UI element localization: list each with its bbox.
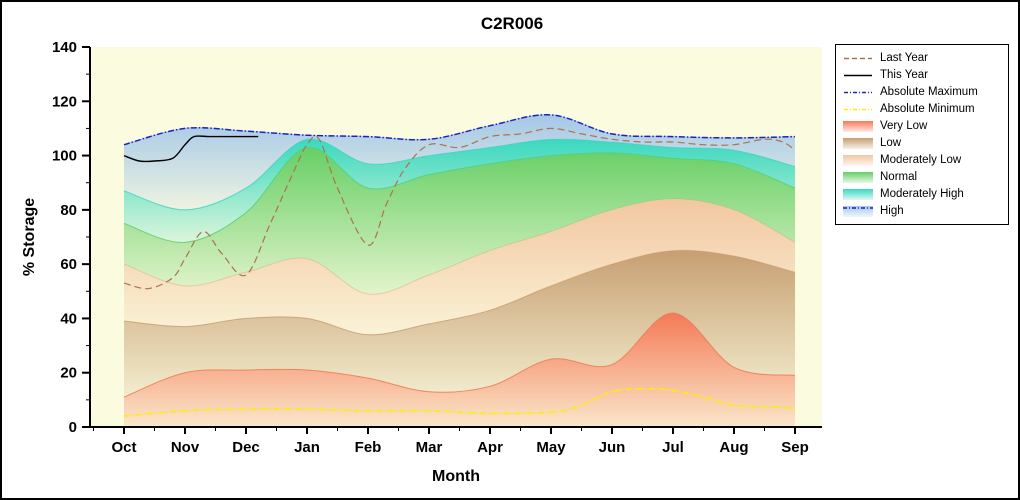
legend-fill-swatch bbox=[843, 120, 873, 132]
y-tick-label: 60 bbox=[60, 256, 77, 273]
y-tick-label: 0 bbox=[69, 419, 77, 436]
legend-item-absolute-maximum: Absolute Maximum bbox=[843, 84, 1001, 100]
chart-title: C2R006 bbox=[481, 14, 543, 33]
band-high bbox=[124, 114, 795, 210]
x-axis-title: Month bbox=[432, 468, 480, 485]
legend-label: Absolute Maximum bbox=[880, 86, 978, 98]
y-tick-label: 20 bbox=[60, 365, 77, 382]
legend-fill-swatch bbox=[843, 205, 873, 217]
legend-fill-swatch bbox=[843, 171, 873, 183]
legend-label: High bbox=[880, 205, 904, 217]
line-last-year bbox=[123, 127, 796, 290]
band-moderately-low bbox=[124, 199, 795, 335]
legend-label: Last Year bbox=[880, 52, 928, 64]
legend-fill-swatch bbox=[843, 137, 873, 149]
legend-line-swatch bbox=[844, 91, 872, 93]
y-tick-label: 140 bbox=[52, 39, 77, 56]
legend-item-this-year: This Year bbox=[843, 67, 1001, 83]
legend-label: Very Low bbox=[880, 120, 928, 132]
legend-item-last-year: Last Year bbox=[843, 50, 1001, 66]
x-tick-label: Feb bbox=[355, 439, 382, 456]
legend-item-moderately-high: Moderately High bbox=[843, 186, 1001, 202]
legend-line-swatch bbox=[844, 57, 872, 59]
band-very-low bbox=[124, 312, 795, 427]
x-tick-label: Oct bbox=[111, 439, 136, 456]
x-tick-label: Jun bbox=[599, 439, 626, 456]
legend-item-high: High bbox=[843, 203, 1001, 219]
legend-label: Moderately Low bbox=[880, 154, 962, 166]
legend-fill-swatch bbox=[843, 188, 873, 200]
line-absolute-minimum bbox=[123, 388, 796, 417]
x-tick-label: Aug bbox=[719, 439, 748, 456]
legend-item-moderately-low: Moderately Low bbox=[843, 152, 1001, 168]
legend-line-swatch bbox=[844, 108, 872, 110]
legend-item-normal: Normal bbox=[843, 169, 1001, 185]
legend-fill-swatch bbox=[843, 154, 873, 166]
x-tick-label: Apr bbox=[477, 439, 503, 456]
band-low bbox=[124, 250, 795, 398]
x-tick-label: Nov bbox=[171, 439, 200, 456]
legend-label: Low bbox=[880, 137, 902, 149]
x-tick-label: Jul bbox=[662, 439, 684, 456]
y-axis-title: % Storage bbox=[21, 198, 38, 276]
legend-item-very-low: Very Low bbox=[843, 118, 1001, 134]
legend-item-low: Low bbox=[843, 135, 1001, 151]
legend-label: Absolute Minimum bbox=[880, 103, 975, 115]
y-tick-label: 100 bbox=[52, 148, 77, 165]
legend-line-swatch bbox=[844, 74, 872, 76]
y-tick-label: 40 bbox=[60, 310, 77, 327]
legend-item-absolute-minimum: Absolute Minimum bbox=[843, 101, 1001, 117]
x-tick-label: May bbox=[536, 439, 566, 456]
x-tick-label: Sep bbox=[781, 439, 809, 456]
x-tick-label: Dec bbox=[232, 439, 260, 456]
chart-legend: Last Year This Year Absolute Maximum Absolu… bbox=[835, 44, 1009, 225]
legend-label: This Year bbox=[880, 69, 928, 81]
band-moderately-high bbox=[124, 138, 795, 243]
band-normal bbox=[124, 147, 795, 295]
line-this-year bbox=[123, 135, 259, 163]
y-tick-label: 80 bbox=[60, 202, 77, 219]
x-tick-label: Jan bbox=[294, 439, 320, 456]
line-absolute-maximum bbox=[123, 114, 796, 146]
legend-label: Normal bbox=[880, 171, 918, 183]
y-tick-label: 120 bbox=[52, 93, 77, 110]
x-tick-label: Mar bbox=[416, 439, 443, 456]
legend-label: Moderately High bbox=[880, 188, 964, 200]
